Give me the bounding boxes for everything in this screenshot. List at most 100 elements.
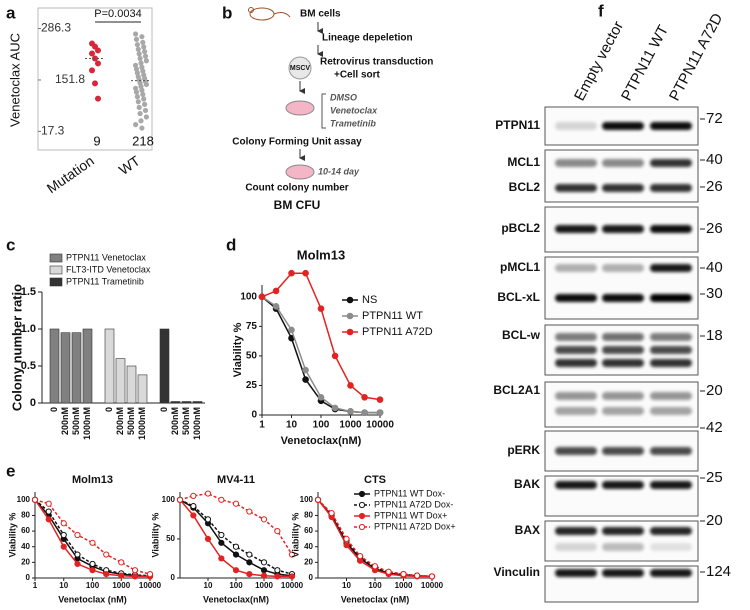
duration: 10-14 day <box>318 166 360 176</box>
data-point <box>343 542 350 549</box>
blot-band <box>555 346 597 354</box>
x-tick-label: 10000 <box>281 581 304 590</box>
mouse-icon <box>248 7 291 21</box>
x-tick-label: 200nM <box>170 407 180 435</box>
bar <box>49 328 60 404</box>
data-point <box>142 107 149 114</box>
blot-panel <box>544 149 699 203</box>
y-axis-label: Viability % <box>7 513 17 558</box>
data-point <box>347 382 354 389</box>
y-tick-label: 0 <box>171 573 176 582</box>
data-point <box>142 48 148 55</box>
column-header: PTPN11 WT <box>618 22 672 103</box>
blot-band <box>650 264 692 272</box>
blot-band <box>650 359 692 367</box>
data-point <box>45 500 52 507</box>
category-label: Mutation <box>44 152 97 196</box>
x-tick-label: 100 <box>368 581 382 590</box>
x-axis-label: Venetoclax(nM) <box>203 594 269 604</box>
protein-label: pMCL1 <box>500 260 540 274</box>
blot-band <box>555 225 597 233</box>
bar <box>60 332 71 404</box>
data-point <box>260 572 268 579</box>
data-point <box>400 570 407 578</box>
data-point <box>140 39 146 46</box>
blot-band <box>602 225 644 233</box>
blot-panel <box>544 381 699 428</box>
treatment: Trametinib <box>330 118 376 128</box>
legend-marker <box>358 490 366 498</box>
blot-band <box>555 392 597 400</box>
data-point <box>218 555 225 562</box>
data-point <box>260 567 268 574</box>
data-point <box>302 269 309 277</box>
mw-label: 25 <box>706 469 723 486</box>
data-point <box>138 118 144 124</box>
chart-title: Molm13 <box>72 474 113 486</box>
blot-band <box>602 333 644 341</box>
data-point <box>141 44 147 50</box>
data-point <box>347 408 354 415</box>
y-tick-label: 0.5 <box>21 360 36 372</box>
legend-swatch <box>49 265 63 275</box>
data-point <box>288 269 295 277</box>
legend-marker <box>358 501 366 509</box>
data-point <box>134 42 140 48</box>
y-tick-label: 100 <box>300 495 314 504</box>
blot-band <box>650 481 692 489</box>
blot-band <box>650 184 692 192</box>
data-point <box>246 559 253 566</box>
data-point <box>331 404 339 412</box>
blot-band <box>650 333 692 341</box>
x-tick-label: 200nM <box>60 407 70 435</box>
step-text: Retrovirus transduction <box>320 57 433 68</box>
data-point <box>218 496 225 503</box>
blot-band <box>650 569 692 577</box>
blot-band <box>555 333 597 341</box>
protein-label: BAX <box>515 523 540 537</box>
blot-band <box>602 264 644 272</box>
data-point <box>60 531 67 539</box>
x-tick-label: 10000 <box>139 581 162 590</box>
data-point <box>376 409 384 416</box>
bar <box>170 401 181 404</box>
blot-band <box>555 159 597 167</box>
blot-band <box>602 359 644 367</box>
data-point <box>232 543 240 550</box>
data-point <box>260 516 268 523</box>
bar <box>192 401 203 404</box>
blot-band <box>555 447 597 455</box>
count-label: 218 <box>132 133 154 148</box>
x-tick-label: 1 <box>33 581 38 590</box>
data-point <box>138 60 144 66</box>
vector-label: MSCV <box>290 65 311 72</box>
data-point <box>143 81 149 88</box>
category-label: WT <box>116 152 143 178</box>
x-tick-label: 10000 <box>421 581 444 590</box>
y-tick-label: 286.3 <box>41 21 71 35</box>
blot-band <box>602 122 644 130</box>
data-point <box>136 104 142 111</box>
x-tick-label: 10 <box>286 420 298 431</box>
mw-label: 124 <box>706 563 731 580</box>
data-point <box>95 47 101 54</box>
protein-label: pBCL2 <box>501 221 540 235</box>
y-tick-label: 60 <box>304 526 313 535</box>
data-point <box>376 396 384 403</box>
blot-band <box>602 481 644 489</box>
y-axis-label: Viability % <box>290 513 300 558</box>
data-point <box>288 551 296 558</box>
data-point <box>190 492 197 500</box>
panel-label: a <box>6 3 16 22</box>
data-point <box>137 55 143 62</box>
legend-swatch <box>49 253 63 263</box>
legend-label: PTPN11 WT <box>362 310 423 322</box>
x-tick-label: 0 <box>159 407 169 412</box>
column-header: PTPN11 A72D <box>666 10 726 103</box>
mw-label: 20 <box>706 512 723 529</box>
blot-band <box>650 447 692 455</box>
data-point <box>89 67 95 74</box>
protein-label: MCL1 <box>507 155 540 169</box>
blot-band <box>555 184 597 192</box>
x-tick-label: 1000nM <box>82 407 92 440</box>
